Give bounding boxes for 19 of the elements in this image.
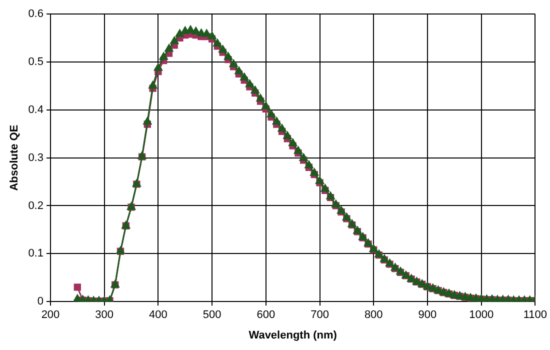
- x-tick-label: 600: [256, 309, 276, 322]
- x-axis-title: Wavelength (nm): [248, 329, 338, 342]
- y-tick-label: 0: [37, 296, 44, 308]
- x-tick-label: 1100: [523, 309, 547, 322]
- y-axis-title: Absolute QE: [8, 124, 21, 191]
- x-tick-label: 700: [310, 309, 329, 322]
- x-tick-label: 800: [364, 309, 383, 322]
- x-tick-label: 200: [41, 309, 60, 322]
- y-tick-label: 0.3: [28, 152, 44, 164]
- y-tick-label: 0.1: [28, 248, 44, 260]
- x-tick-label: 500: [202, 309, 222, 322]
- y-tick-label: 0.4: [28, 104, 44, 116]
- x-tick-label: 1000: [469, 309, 494, 322]
- y-tick-label: 0.6: [28, 8, 44, 20]
- x-tick-label: 900: [418, 309, 437, 322]
- x-tick-label: 400: [149, 309, 168, 322]
- y-tick-label: 0.5: [28, 56, 44, 68]
- y-tick-label: 0.2: [28, 200, 44, 212]
- x-tick-label: 300: [95, 309, 114, 322]
